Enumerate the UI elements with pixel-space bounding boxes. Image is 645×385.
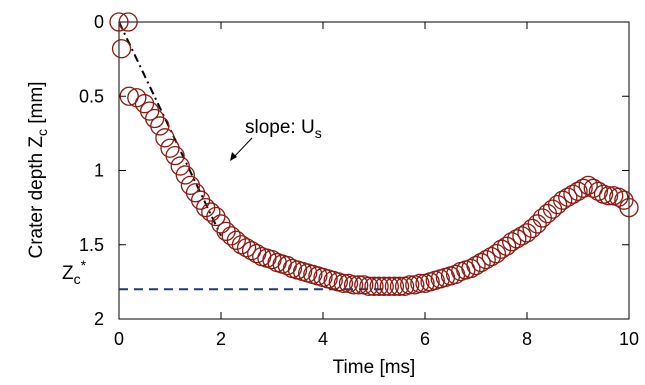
data-point (588, 181, 609, 201)
y-axis-label: Crater depth Zc [mm] (26, 82, 50, 259)
data-series (109, 12, 639, 296)
x-tick-label: 6 (420, 329, 430, 349)
data-point (150, 116, 170, 136)
y-tick-label: 1 (94, 161, 104, 181)
y-tick-label: 2 (94, 309, 104, 329)
data-point (486, 244, 507, 264)
data-point (542, 199, 563, 219)
y-tick-label: 0.5 (79, 86, 104, 106)
data-point (236, 238, 257, 258)
data-point (231, 235, 252, 255)
data-point (364, 276, 384, 296)
data-point (547, 195, 568, 215)
slope-arrowhead (230, 152, 237, 161)
data-point (349, 275, 369, 295)
zc-star-sub: c (74, 271, 81, 287)
data-point (537, 203, 558, 224)
data-point (170, 156, 190, 176)
y-axis-label-unit: [mm] (26, 82, 47, 130)
data-point (476, 249, 496, 270)
data-point (410, 273, 430, 294)
data-point (119, 86, 139, 106)
data-point (369, 276, 389, 296)
plot-frame (118, 21, 630, 320)
data-point (389, 276, 410, 296)
slope-arrow (232, 137, 253, 159)
data-point (502, 232, 522, 252)
data-point (109, 12, 129, 32)
data-point (532, 208, 552, 228)
data-point (512, 226, 532, 246)
zc-star-sup: * (81, 257, 87, 273)
data-point (619, 197, 639, 218)
data-point (333, 273, 354, 294)
data-point (568, 181, 588, 201)
x-axis-label: Time [ms] (333, 357, 416, 378)
data-point (343, 275, 364, 295)
data-point (221, 226, 241, 246)
x-tick-label: 0 (114, 329, 124, 349)
data-point (111, 39, 132, 59)
data-point (359, 276, 379, 296)
data-point (461, 258, 481, 279)
data-point (609, 187, 629, 207)
data-point (517, 223, 537, 243)
data-point (374, 276, 394, 296)
data-point (165, 145, 185, 166)
data-point (583, 178, 603, 198)
x-tick-label: 10 (619, 329, 639, 349)
data-point (573, 178, 593, 198)
data-point (118, 12, 138, 32)
data-point (578, 175, 598, 196)
data-point (553, 190, 573, 210)
x-tick-label: 4 (318, 329, 328, 349)
data-point (175, 165, 195, 185)
data-point (522, 218, 542, 239)
y-tick-label: 0 (94, 12, 104, 32)
data-point (155, 128, 175, 148)
x-tick-label: 2 (216, 329, 226, 349)
slope-line (118, 21, 222, 237)
data-point (558, 187, 578, 207)
data-point (563, 184, 583, 204)
data-point (527, 214, 547, 234)
slope-annotation-sub: s (315, 125, 322, 141)
data-point (466, 255, 486, 276)
slope-annotation: slope: Us (245, 117, 322, 141)
slope-annotation-main: slope: U (245, 117, 315, 138)
data-point (507, 229, 527, 249)
data-point (226, 230, 246, 250)
y-axis-label-sub: c (34, 129, 50, 136)
y-axis-label-main: Crater depth Z (26, 136, 47, 259)
data-point (127, 88, 147, 108)
data-point (598, 186, 619, 206)
data-point (471, 252, 491, 273)
y-tick-label: 1.5 (79, 235, 104, 255)
x-tick-label: 8 (522, 329, 532, 349)
data-point (379, 276, 399, 296)
data-point (201, 202, 221, 222)
data-point (241, 241, 262, 261)
annotation-lines (118, 21, 390, 291)
data-point (384, 276, 405, 296)
zc-star-main: Z (62, 263, 74, 284)
data-point (491, 239, 512, 259)
zc-star-label: Zc* (62, 257, 87, 287)
data-point (481, 246, 501, 267)
data-point (496, 236, 517, 256)
data-point (400, 275, 420, 295)
